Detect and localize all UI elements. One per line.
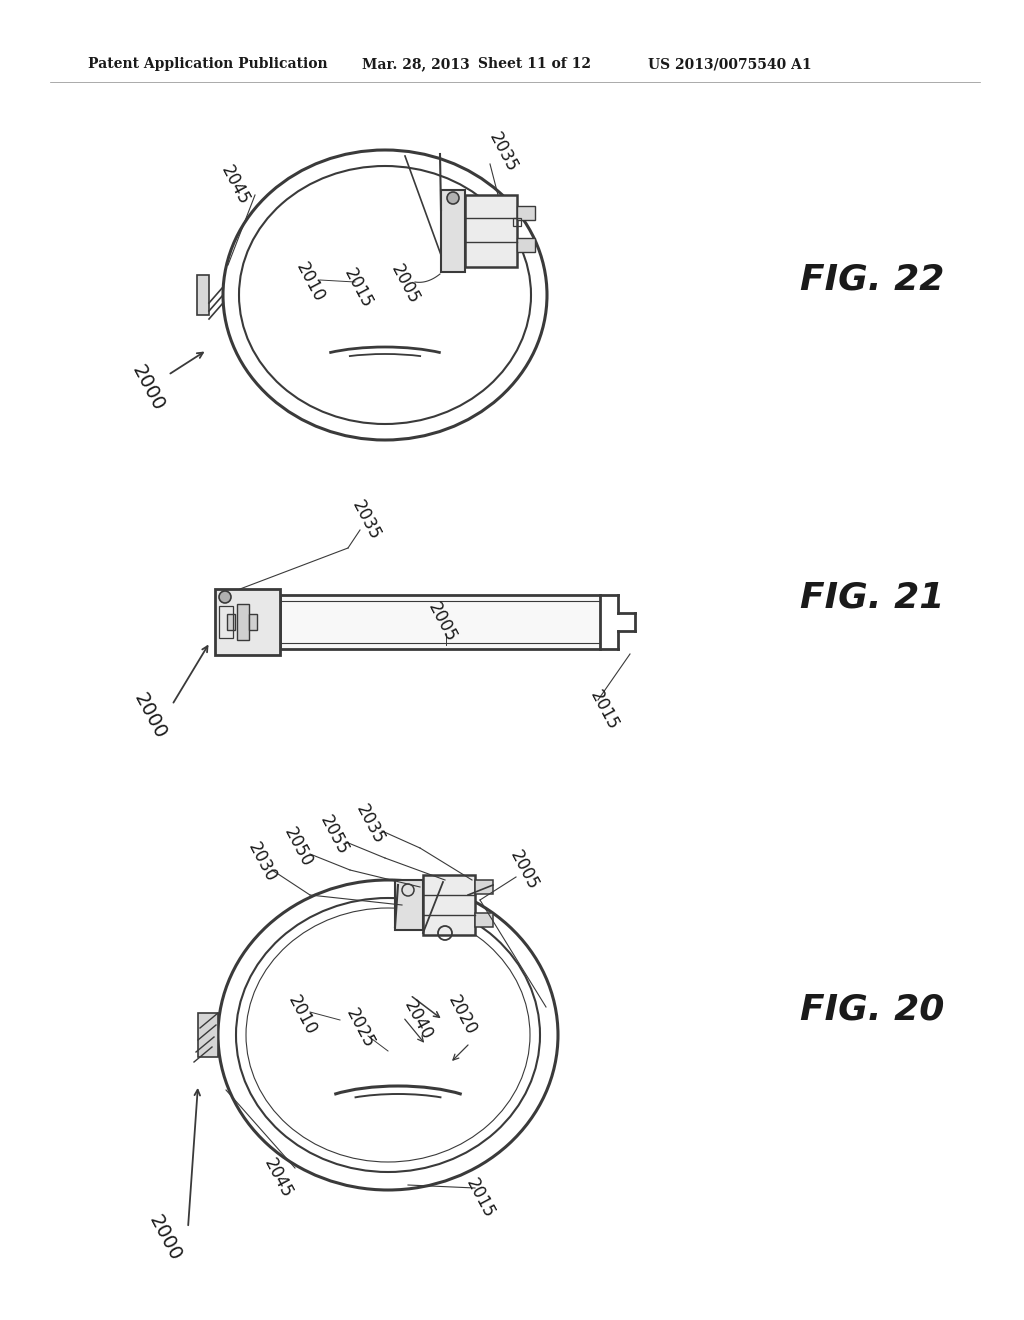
FancyBboxPatch shape: [465, 195, 517, 267]
FancyBboxPatch shape: [249, 614, 257, 630]
Text: 2005: 2005: [424, 599, 460, 645]
Text: Patent Application Publication: Patent Application Publication: [88, 57, 328, 71]
FancyBboxPatch shape: [197, 275, 209, 315]
Text: 2035: 2035: [348, 498, 384, 543]
Text: 2030: 2030: [244, 840, 280, 884]
Text: 2000: 2000: [130, 690, 170, 742]
Text: 2015: 2015: [586, 688, 622, 733]
Text: 2025: 2025: [342, 1005, 378, 1051]
Text: 2045: 2045: [260, 1155, 296, 1201]
Text: 2020: 2020: [444, 993, 480, 1038]
Text: Mar. 28, 2013: Mar. 28, 2013: [362, 57, 470, 71]
FancyBboxPatch shape: [237, 605, 249, 640]
FancyBboxPatch shape: [441, 190, 465, 272]
Circle shape: [219, 591, 231, 603]
FancyBboxPatch shape: [517, 238, 535, 252]
FancyBboxPatch shape: [215, 589, 280, 655]
Text: 2035: 2035: [485, 129, 521, 174]
Circle shape: [447, 191, 459, 205]
Text: 2040: 2040: [400, 997, 436, 1043]
Text: FIG. 21: FIG. 21: [800, 581, 944, 615]
Text: 2000: 2000: [145, 1212, 185, 1265]
Text: 2035: 2035: [352, 801, 388, 847]
Text: FIG. 20: FIG. 20: [800, 993, 944, 1027]
FancyBboxPatch shape: [475, 880, 493, 894]
Text: 2015: 2015: [462, 1175, 498, 1221]
Text: Sheet 11 of 12: Sheet 11 of 12: [478, 57, 591, 71]
Text: 2010: 2010: [292, 259, 328, 305]
Text: 2005: 2005: [506, 847, 542, 892]
Text: 2005: 2005: [387, 261, 423, 306]
Text: US 2013/0075540 A1: US 2013/0075540 A1: [648, 57, 812, 71]
Text: FIG. 22: FIG. 22: [800, 263, 944, 297]
FancyBboxPatch shape: [395, 880, 423, 931]
Text: 2055: 2055: [316, 812, 352, 858]
FancyBboxPatch shape: [280, 595, 600, 649]
FancyBboxPatch shape: [475, 913, 493, 927]
Text: 2050: 2050: [281, 824, 315, 870]
Text: 2015: 2015: [340, 265, 376, 312]
FancyBboxPatch shape: [423, 875, 475, 935]
Text: 2010: 2010: [284, 993, 319, 1038]
Text: 2045: 2045: [217, 162, 253, 207]
FancyBboxPatch shape: [227, 614, 234, 630]
FancyBboxPatch shape: [517, 206, 535, 220]
FancyBboxPatch shape: [198, 1012, 218, 1057]
Text: 2000: 2000: [128, 362, 168, 414]
